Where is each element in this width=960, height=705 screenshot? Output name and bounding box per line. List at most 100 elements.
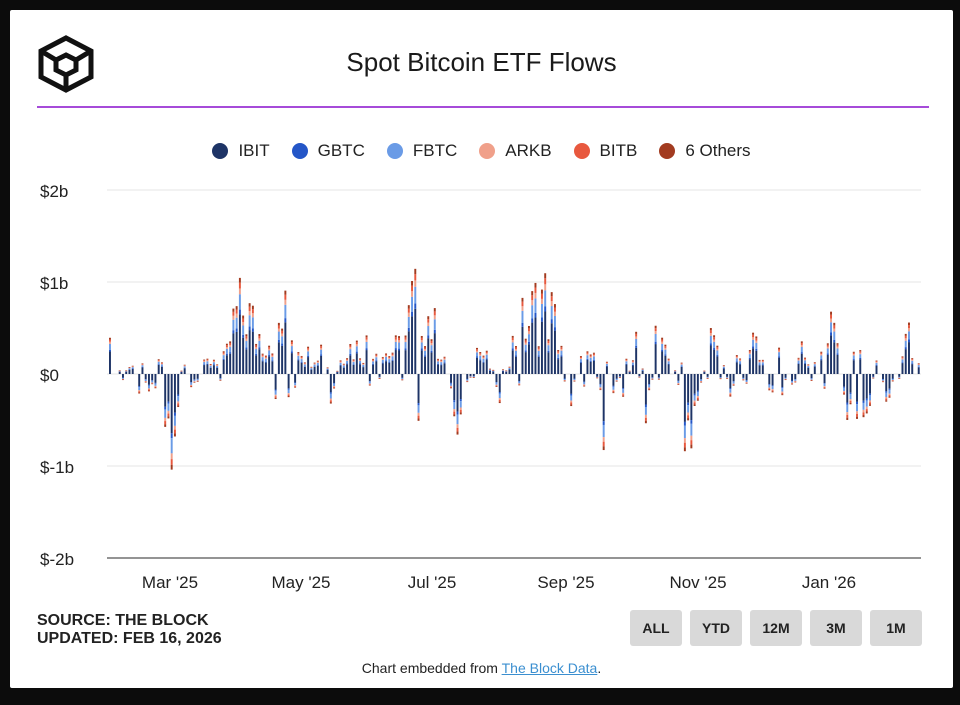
flow-bar-segment[interactable] xyxy=(836,354,839,374)
flow-bar-segment[interactable] xyxy=(242,337,245,374)
flow-bar-segment[interactable] xyxy=(696,391,699,397)
flow-bar-segment[interactable] xyxy=(229,346,232,353)
flow-bar-segment[interactable] xyxy=(401,379,404,380)
flow-bar-segment[interactable] xyxy=(888,388,891,390)
flow-bar-segment[interactable] xyxy=(495,386,498,387)
flow-bar-segment[interactable] xyxy=(440,361,443,363)
flow-bar-segment[interactable] xyxy=(573,380,576,381)
flow-bar-segment[interactable] xyxy=(654,325,657,329)
flow-bar-segment[interactable] xyxy=(648,384,651,385)
flow-bar-segment[interactable] xyxy=(703,370,706,372)
flow-bar-segment[interactable] xyxy=(216,364,219,365)
flow-bar-segment[interactable] xyxy=(190,385,193,387)
flow-bar-segment[interactable] xyxy=(745,382,748,384)
flow-bar-segment[interactable] xyxy=(823,387,826,389)
range-button-1m[interactable]: 1M xyxy=(870,610,922,646)
flow-bar-segment[interactable] xyxy=(696,399,699,401)
flow-bar-segment[interactable] xyxy=(144,382,147,383)
flow-bar-segment[interactable] xyxy=(313,366,316,367)
flow-bar-segment[interactable] xyxy=(852,351,855,353)
flow-bar-segment[interactable] xyxy=(498,392,501,394)
flow-bar-segment[interactable] xyxy=(212,365,215,374)
flow-bar-segment[interactable] xyxy=(911,358,914,359)
flow-bar-segment[interactable] xyxy=(784,374,787,378)
flow-bar-segment[interactable] xyxy=(856,416,858,419)
flow-bar-segment[interactable] xyxy=(599,388,602,390)
flow-bar-segment[interactable] xyxy=(706,377,709,378)
flow-bar-segment[interactable] xyxy=(394,350,397,374)
flow-bar-segment[interactable] xyxy=(287,394,290,396)
flow-bar-segment[interactable] xyxy=(391,360,394,374)
flow-bar-segment[interactable] xyxy=(359,360,362,362)
flow-bar-segment[interactable] xyxy=(592,359,595,361)
flow-bar-segment[interactable] xyxy=(368,384,371,386)
flow-bar-segment[interactable] xyxy=(589,355,592,357)
flow-bar-segment[interactable] xyxy=(138,392,141,394)
flow-bar-segment[interactable] xyxy=(615,380,618,381)
flow-bar-segment[interactable] xyxy=(235,309,238,314)
flow-bar-segment[interactable] xyxy=(875,365,878,374)
flow-bar-segment[interactable] xyxy=(648,388,651,390)
flow-bar-segment[interactable] xyxy=(398,350,401,374)
flow-bar-segment[interactable] xyxy=(489,368,491,370)
flow-bar-segment[interactable] xyxy=(654,344,657,374)
flow-bar-segment[interactable] xyxy=(904,338,907,341)
flow-bar-segment[interactable] xyxy=(560,350,563,356)
flow-bar-segment[interactable] xyxy=(342,367,345,368)
flow-bar-segment[interactable] xyxy=(450,385,452,387)
flow-bar-segment[interactable] xyxy=(109,349,111,352)
flow-bar-segment[interactable] xyxy=(365,348,368,351)
flow-bar-segment[interactable] xyxy=(596,377,599,379)
flow-bar-segment[interactable] xyxy=(648,384,651,388)
flow-bar-segment[interactable] xyxy=(417,403,420,406)
flow-bar-segment[interactable] xyxy=(791,383,794,385)
flow-bar-segment[interactable] xyxy=(177,374,180,395)
flow-bar-segment[interactable] xyxy=(251,317,254,329)
flow-bar-segment[interactable] xyxy=(209,363,212,365)
flow-bar-segment[interactable] xyxy=(433,329,436,334)
flow-bar-segment[interactable] xyxy=(401,377,404,379)
flow-bar-segment[interactable] xyxy=(531,291,534,296)
flow-bar-segment[interactable] xyxy=(560,348,563,351)
flow-bar-segment[interactable] xyxy=(674,371,677,374)
flow-bar-segment[interactable] xyxy=(394,341,397,349)
flow-bar-segment[interactable] xyxy=(352,361,355,362)
flow-bar-segment[interactable] xyxy=(661,341,664,344)
flow-bar-segment[interactable] xyxy=(326,369,329,371)
flow-bar-segment[interactable] xyxy=(258,340,261,348)
flow-bar-segment[interactable] xyxy=(677,384,680,385)
flow-bar-segment[interactable] xyxy=(167,401,170,404)
flow-bar-segment[interactable] xyxy=(183,365,186,367)
flow-bar-segment[interactable] xyxy=(605,362,608,364)
flow-bar-segment[interactable] xyxy=(209,367,212,368)
flow-bar-segment[interactable] xyxy=(696,397,699,400)
range-button-3m[interactable]: 3M xyxy=(810,610,862,646)
flow-bar-segment[interactable] xyxy=(502,371,504,374)
flow-bar-segment[interactable] xyxy=(394,337,397,340)
flow-bar-segment[interactable] xyxy=(206,359,209,361)
flow-bar-segment[interactable] xyxy=(826,353,829,355)
flow-bar-segment[interactable] xyxy=(287,388,290,390)
flow-bar-segment[interactable] xyxy=(859,350,862,352)
flow-bar-segment[interactable] xyxy=(401,379,404,381)
flow-bar-segment[interactable] xyxy=(680,363,683,365)
flow-bar-segment[interactable] xyxy=(748,354,751,358)
flow-bar-segment[interactable] xyxy=(372,358,375,360)
flow-bar-segment[interactable] xyxy=(579,359,582,362)
flow-bar-segment[interactable] xyxy=(342,367,345,374)
flow-bar-segment[interactable] xyxy=(573,374,576,379)
flow-bar-segment[interactable] xyxy=(391,356,394,360)
flow-bar-segment[interactable] xyxy=(329,400,332,403)
flow-bar-segment[interactable] xyxy=(696,396,699,398)
flow-bar-segment[interactable] xyxy=(888,389,891,394)
flow-bar-segment[interactable] xyxy=(553,330,556,374)
flow-bar-segment[interactable] xyxy=(804,360,807,364)
flow-bar-segment[interactable] xyxy=(157,364,160,374)
flow-bar-segment[interactable] xyxy=(203,362,206,365)
flow-bar-segment[interactable] xyxy=(615,378,618,380)
flow-bar-segment[interactable] xyxy=(342,364,345,366)
flow-bar-segment[interactable] xyxy=(719,378,722,379)
flow-bar-segment[interactable] xyxy=(813,364,816,367)
flow-bar-segment[interactable] xyxy=(644,420,647,424)
flow-bar-segment[interactable] xyxy=(492,370,495,372)
